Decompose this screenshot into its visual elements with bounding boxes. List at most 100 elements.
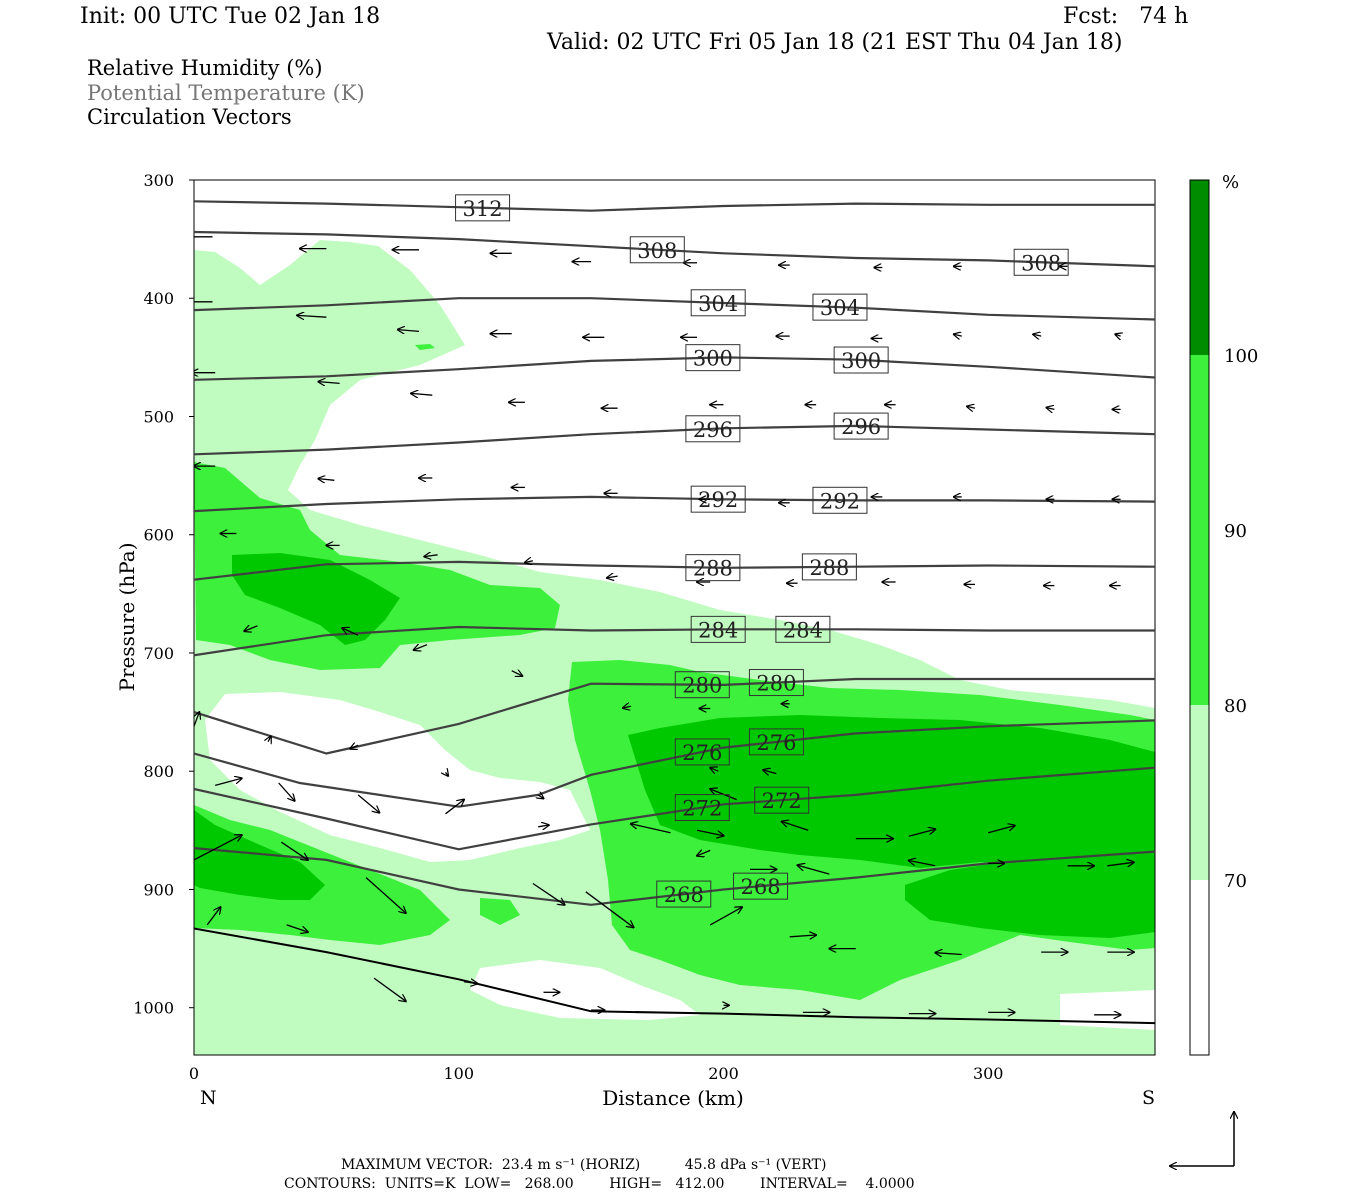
circulation-vector xyxy=(297,315,327,317)
circulation-vector xyxy=(954,334,962,336)
colorbar-label-100: 100 xyxy=(1224,346,1258,367)
colorbar-label-70: 70 xyxy=(1224,871,1247,892)
svg-text:272: 272 xyxy=(682,797,722,821)
contour-label-268: 268 xyxy=(656,880,712,908)
circulation-vector xyxy=(782,822,809,831)
svg-text:280: 280 xyxy=(682,674,722,698)
rh-below-70-areas xyxy=(205,692,1155,1030)
valid-time: Valid: 02 UTC Fri 05 Jan 18 (21 EST Thu … xyxy=(547,30,1123,55)
circulation-vector xyxy=(532,882,565,905)
circulation-vector xyxy=(206,907,220,926)
svg-text:304: 304 xyxy=(820,296,860,320)
theta-contour-288 xyxy=(194,560,1155,581)
contour-label-284: 284 xyxy=(690,615,746,643)
circulation-vector xyxy=(763,770,777,774)
y-tick-label: 700 xyxy=(143,644,174,663)
circulation-vector xyxy=(414,645,428,650)
contour-label-288: 288 xyxy=(685,554,741,582)
contour-label-304: 304 xyxy=(812,293,868,321)
theta-contour-296 xyxy=(194,424,1155,456)
circulation-vector xyxy=(696,829,724,835)
circulation-vector xyxy=(710,768,719,772)
svg-text:268: 268 xyxy=(664,883,704,907)
contour-label-296: 296 xyxy=(685,415,741,443)
circulation-vector xyxy=(446,772,449,776)
svg-text:268: 268 xyxy=(740,875,780,899)
circulation-vector xyxy=(525,561,534,563)
theta-contour-276 xyxy=(194,719,1155,808)
contour-label-272: 272 xyxy=(754,786,810,814)
svg-text:308: 308 xyxy=(1021,251,1061,275)
x-axis-title: Distance (km) xyxy=(602,1086,744,1110)
circulation-vector xyxy=(789,935,816,937)
circulation-vector xyxy=(538,825,549,827)
circulation-vector xyxy=(268,736,271,741)
contour-info: CONTOURS: UNITS=K LOW= 268.00 HIGH= 412.… xyxy=(284,1176,915,1192)
colorbar-label-90: 90 xyxy=(1224,521,1247,542)
circulation-vector xyxy=(278,782,295,801)
circulation-vector xyxy=(623,706,631,708)
x-tick-label: 200 xyxy=(708,1064,739,1083)
colorbar-100 xyxy=(1190,180,1209,355)
theta-contour-304 xyxy=(194,297,1155,321)
svg-text:296: 296 xyxy=(693,418,733,442)
x-axis-ticks: 0 100 200 300 xyxy=(189,1064,1004,1083)
theta-contour-300 xyxy=(194,356,1155,381)
circulation-vector xyxy=(411,393,433,395)
rh-90-100-areas xyxy=(194,553,1155,938)
circulation-vector xyxy=(281,841,307,860)
contour-label-292: 292 xyxy=(812,486,868,514)
svg-text:312: 312 xyxy=(463,197,503,221)
colorbar-label-80: 80 xyxy=(1224,696,1247,717)
circulation-vector xyxy=(709,907,742,926)
circulation-vector xyxy=(697,850,711,855)
x-tick-label: 300 xyxy=(973,1064,1004,1083)
theta-contour-292 xyxy=(194,495,1155,513)
y-tick-label: 500 xyxy=(143,407,174,426)
circulation-vector xyxy=(935,953,962,955)
circulation-vector xyxy=(194,835,242,861)
circulation-vector xyxy=(1033,334,1042,336)
circulation-vector xyxy=(988,826,1015,834)
circulation-vector xyxy=(909,861,936,867)
circulation-vector xyxy=(342,628,359,636)
circulation-vector xyxy=(538,795,543,799)
y-tick-label: 300 xyxy=(143,171,174,190)
y-tick-label: 400 xyxy=(143,289,174,308)
plot-frame xyxy=(193,179,1156,1056)
theta-contour-312 xyxy=(194,200,1155,212)
forecast-hour: Fcst: 74 h xyxy=(1063,4,1189,29)
circulation-vector xyxy=(967,406,976,408)
contour-label-276: 276 xyxy=(674,738,730,766)
contour-label-296: 296 xyxy=(833,412,889,440)
circulation-vector xyxy=(1047,408,1055,410)
circulation-vector xyxy=(511,671,523,676)
circulation-vector xyxy=(607,576,618,578)
y-tick-label: 900 xyxy=(143,880,174,899)
contour-label-284: 284 xyxy=(775,615,831,643)
circulation-vector xyxy=(318,382,340,384)
contour-labels: 312 308 308 304 304 300 300 296 296 292 292 288 288 2… xyxy=(455,194,1069,908)
svg-text:272: 272 xyxy=(762,789,802,813)
x-tick-label: 0 xyxy=(189,1064,199,1083)
circulation-vector xyxy=(318,479,335,481)
init-time: Init: 00 UTC Tue 02 Jan 18 xyxy=(80,4,381,29)
svg-text:292: 292 xyxy=(698,488,738,512)
svg-text:280: 280 xyxy=(756,672,796,696)
circulation-vector xyxy=(194,712,199,727)
contour-label-288: 288 xyxy=(801,553,857,581)
circulation-vector xyxy=(424,555,438,557)
colorbar-unit: % xyxy=(1222,172,1239,193)
circulation-vector xyxy=(445,800,465,815)
x-tick-label: 100 xyxy=(443,1064,474,1083)
circulation-vector xyxy=(373,977,406,1001)
circulation-vector xyxy=(1115,334,1120,336)
x-axis-left-end: N xyxy=(200,1087,217,1109)
svg-text:276: 276 xyxy=(756,731,796,755)
svg-text:300: 300 xyxy=(841,349,881,373)
contour-label-300: 300 xyxy=(685,344,741,372)
contour-label-280: 280 xyxy=(674,671,730,699)
circulation-vector xyxy=(398,330,420,332)
contour-label-276: 276 xyxy=(748,728,804,756)
